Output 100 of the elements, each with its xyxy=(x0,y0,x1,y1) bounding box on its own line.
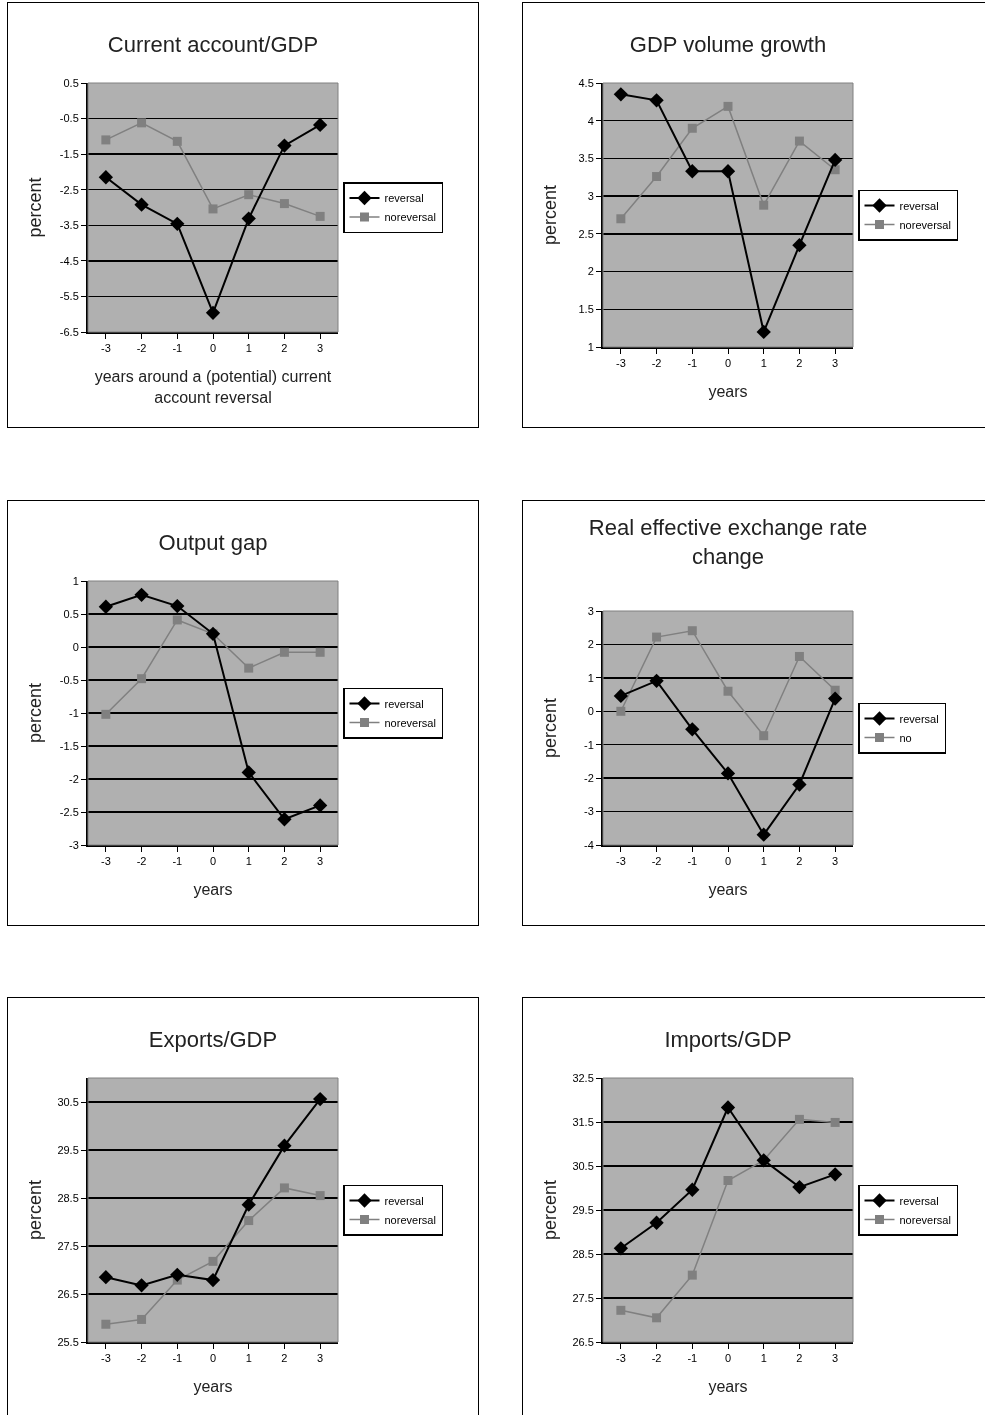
x-tick-label: 1 xyxy=(245,1352,252,1365)
y-tick-label: -6.5 xyxy=(59,325,79,338)
x-tick-label: -1 xyxy=(687,357,698,370)
x-tick-label: -2 xyxy=(136,1352,147,1365)
point xyxy=(792,238,807,253)
point xyxy=(685,164,700,179)
point xyxy=(277,1138,292,1153)
y-tick-label: 0.5 xyxy=(63,607,79,620)
x-tick-label: 2 xyxy=(796,357,803,370)
x-tick-label: -2 xyxy=(651,357,662,370)
legend-label: noreversal xyxy=(384,1213,436,1226)
point xyxy=(279,1183,289,1193)
x-tick-label: 2 xyxy=(281,342,288,355)
x-tick-label: -1 xyxy=(687,855,698,868)
legend-label: reversal xyxy=(384,192,424,205)
point xyxy=(241,765,256,780)
x-tick-label: 1 xyxy=(245,855,252,868)
point xyxy=(794,651,804,661)
x-tick-label: 3 xyxy=(317,855,324,868)
y-tick-label: 28.5 xyxy=(57,1191,79,1204)
y-axis-title: percent xyxy=(25,682,45,744)
point xyxy=(137,118,147,128)
point xyxy=(205,305,221,320)
point xyxy=(137,1314,147,1324)
point xyxy=(134,1278,149,1293)
point xyxy=(244,663,254,673)
legend-label: noreversal xyxy=(899,1213,951,1226)
legend-label: reversal xyxy=(899,199,939,212)
point xyxy=(685,722,700,737)
y-tick-label: 29.5 xyxy=(572,1203,594,1216)
point xyxy=(98,599,114,614)
legend-label: reversal xyxy=(899,712,939,725)
x-axis-title: years xyxy=(708,881,748,899)
x-tick-label: 1 xyxy=(245,342,252,355)
chart-title: Current account/GDP xyxy=(107,32,319,58)
y-tick-label: 4 xyxy=(587,114,594,127)
x-tick-label: 3 xyxy=(317,342,324,355)
point xyxy=(277,138,292,153)
point xyxy=(279,647,289,657)
point xyxy=(170,216,185,232)
legend-label: reversal xyxy=(384,1194,424,1207)
y-tick-label: 25.5 xyxy=(57,1335,79,1348)
y-tick-label: 1.5 xyxy=(578,303,594,316)
point xyxy=(616,214,626,224)
x-axis-title: years xyxy=(708,1378,748,1396)
point xyxy=(172,615,182,625)
y-tick-label: -3 xyxy=(584,805,594,818)
y-tick-label: 0.5 xyxy=(63,76,79,89)
point xyxy=(101,135,111,145)
y-tick-label: 30.5 xyxy=(572,1159,594,1172)
point xyxy=(827,691,843,706)
chart-title: Output gap xyxy=(158,530,268,556)
point xyxy=(652,1313,662,1323)
x-tick-label: -2 xyxy=(651,855,662,868)
x-tick-label: -3 xyxy=(100,855,111,868)
x-tick-label: 3 xyxy=(832,1352,839,1365)
y-tick-label: -1.5 xyxy=(59,147,79,160)
point xyxy=(208,204,218,214)
point xyxy=(759,200,769,210)
point xyxy=(794,136,804,146)
x-axis-title: years xyxy=(193,881,233,899)
x-tick-label: 3 xyxy=(317,1352,324,1365)
point xyxy=(98,1270,114,1285)
x-tick-label: -2 xyxy=(136,342,147,355)
y-tick-label: -0.5 xyxy=(59,673,79,686)
point xyxy=(101,1319,111,1329)
point xyxy=(277,812,292,827)
x-tick-label: -3 xyxy=(100,342,111,355)
point xyxy=(759,731,769,741)
x-tick-label: -3 xyxy=(100,1352,111,1365)
point xyxy=(613,87,629,102)
y-tick-label: -4 xyxy=(584,838,594,851)
x-tick-label: 0 xyxy=(209,342,217,355)
x-tick-label: 2 xyxy=(796,1352,803,1365)
point xyxy=(312,798,328,813)
x-axis-title: years xyxy=(193,1378,233,1396)
point xyxy=(652,172,662,182)
point xyxy=(723,686,733,696)
y-tick-label: 28.5 xyxy=(572,1247,594,1260)
y-tick-label: 3.5 xyxy=(578,152,594,165)
x-tick-label: 1 xyxy=(760,1352,767,1365)
y-axis-title: percent xyxy=(25,177,45,238)
point xyxy=(687,123,697,133)
point xyxy=(312,1091,328,1107)
x-axis-title: years around a (potential) current account reversal xyxy=(94,368,332,407)
x-tick-label: 0 xyxy=(724,855,732,868)
point xyxy=(205,1272,221,1288)
legend-label: noreversal xyxy=(384,211,436,224)
y-tick-label: -2.5 xyxy=(59,805,79,818)
point xyxy=(315,211,325,221)
x-tick-label: 0 xyxy=(209,855,217,868)
point xyxy=(134,197,149,212)
y-tick-label: 2.5 xyxy=(578,227,594,240)
x-axis-title: years xyxy=(708,383,748,401)
x-tick-label: -2 xyxy=(136,855,147,868)
chart-title: GDP volume growth xyxy=(629,32,827,58)
y-tick-label: 3 xyxy=(587,604,594,617)
y-tick-label: 3 xyxy=(587,189,594,202)
point xyxy=(792,1179,807,1195)
chart-title: Imports/GDP xyxy=(664,1027,792,1053)
